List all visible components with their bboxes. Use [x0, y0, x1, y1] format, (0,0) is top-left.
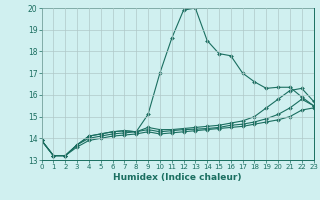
X-axis label: Humidex (Indice chaleur): Humidex (Indice chaleur) [113, 173, 242, 182]
